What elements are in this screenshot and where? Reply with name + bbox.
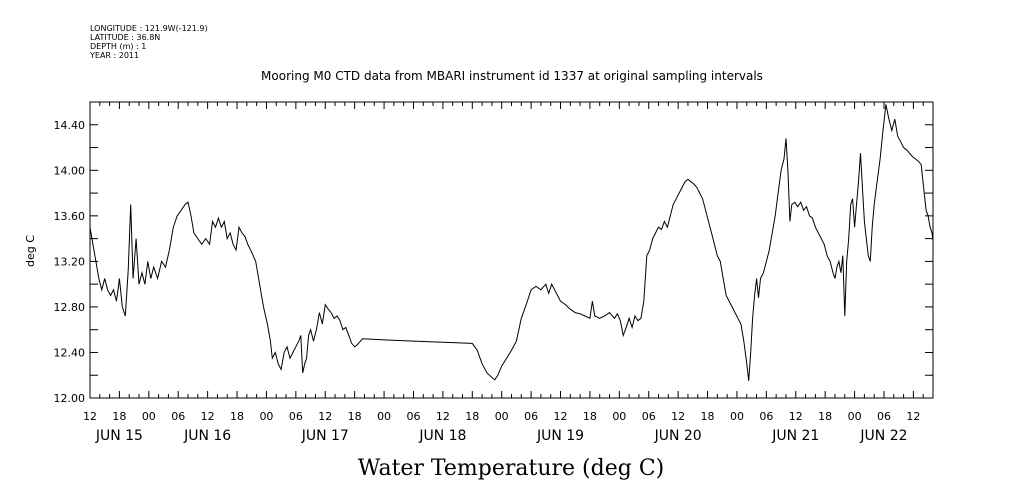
- x-tick-label: 18: [348, 410, 362, 423]
- meta-depth: DEPTH (m) : 1: [90, 42, 146, 51]
- x-tick-label: 00: [142, 410, 156, 423]
- chart-title: Mooring M0 CTD data from MBARI instrumen…: [261, 69, 763, 83]
- x-day-label: JUN 21: [771, 428, 819, 444]
- x-tick-label: 06: [171, 410, 185, 423]
- x-tick-label: 06: [877, 410, 891, 423]
- x-tick-label: 00: [848, 410, 862, 423]
- x-day-label: JUN 22: [859, 428, 907, 444]
- y-tick-label: 14.00: [54, 164, 86, 177]
- x-day-label: JUN 19: [536, 428, 584, 444]
- x-tick-label: 12: [83, 410, 97, 423]
- x-tick-label: 18: [818, 410, 832, 423]
- x-tick-label: 00: [495, 410, 509, 423]
- series-line-water-temperature: [89, 104, 934, 381]
- x-day-label: JUN 20: [654, 428, 702, 444]
- x-tick-label: 06: [524, 410, 538, 423]
- x-tick-label: 12: [671, 410, 685, 423]
- x-tick-label: 12: [436, 410, 450, 423]
- x-tick-label: 18: [583, 410, 597, 423]
- x-axis-label: Water Temperature (deg C): [358, 456, 665, 481]
- x-tick-label: 12: [318, 410, 332, 423]
- plot-frame: [89, 101, 934, 399]
- x-tick-label: 18: [230, 410, 244, 423]
- x-tick-label: 06: [642, 410, 656, 423]
- x-tick-label: 00: [259, 410, 273, 423]
- y-tick-label: 13.60: [54, 210, 86, 223]
- x-tick-label: 18: [701, 410, 715, 423]
- y-axis-label: deg C: [24, 235, 37, 267]
- x-tick-label: 00: [377, 410, 391, 423]
- y-tick-label: 12.40: [54, 346, 86, 359]
- meta-longitude: LONGITUDE : 121.9W(-121.9): [90, 24, 208, 33]
- x-tick-label: 12: [789, 410, 803, 423]
- x-day-label: JUN 17: [301, 428, 349, 444]
- x-tick-label: 00: [612, 410, 626, 423]
- x-tick-label: 12: [906, 410, 920, 423]
- x-tick-label: 06: [406, 410, 420, 423]
- metadata-block: LONGITUDE : 121.9W(-121.9) LATITUDE : 36…: [89, 24, 208, 60]
- meta-year: YEAR : 2011: [89, 51, 139, 60]
- x-tick-label: 18: [465, 410, 479, 423]
- meta-latitude: LATITUDE : 36.8N: [90, 33, 160, 42]
- y-tick-label: 13.20: [54, 255, 86, 268]
- x-tick-label: 12: [201, 410, 215, 423]
- axis-ticks: [89, 101, 934, 399]
- x-day-label: JUN 15: [95, 428, 143, 444]
- x-tick-label: 06: [289, 410, 303, 423]
- y-tick-label: 12.00: [54, 392, 86, 405]
- tick-labels: 12 18 00 06 12 18 00 06 12 18 00 06 12 18 00 06 12 18 00 06…: [54, 119, 921, 444]
- x-tick-label: 06: [759, 410, 773, 423]
- y-tick-label: 12.80: [54, 301, 86, 314]
- x-day-label: JUN 18: [418, 428, 466, 444]
- y-tick-label: 14.40: [54, 119, 86, 132]
- x-tick-label: 00: [730, 410, 744, 423]
- x-tick-label: 12: [554, 410, 568, 423]
- x-day-label: JUN 16: [183, 428, 231, 444]
- x-tick-label: 18: [112, 410, 126, 423]
